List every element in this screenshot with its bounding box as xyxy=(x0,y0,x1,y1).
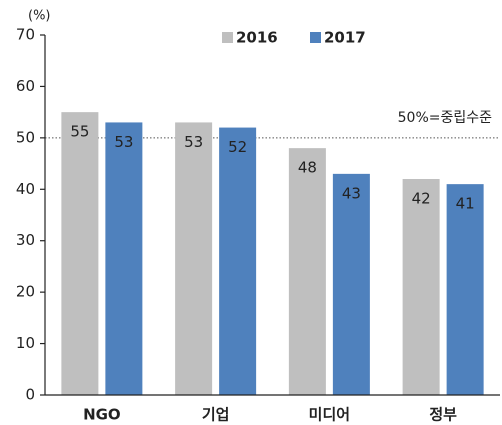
bar xyxy=(402,179,440,395)
bar xyxy=(288,148,326,395)
y-tick-label: 50 xyxy=(16,128,35,146)
annotation: 50%=중립수준 xyxy=(398,110,492,126)
legend-swatch xyxy=(310,32,321,43)
bar xyxy=(219,127,257,396)
bar xyxy=(446,184,484,395)
bar xyxy=(105,122,143,395)
y-tick-label: 40 xyxy=(16,180,35,198)
bar xyxy=(332,173,370,395)
x-tick-label: NGO xyxy=(83,406,121,424)
data-label: 53 xyxy=(184,133,203,151)
y-tick-label: 10 xyxy=(16,334,35,352)
x-tick-label: 정부 xyxy=(429,406,457,424)
data-label: 48 xyxy=(298,159,317,177)
y-tick-label: 20 xyxy=(16,283,35,301)
data-label: 55 xyxy=(70,123,89,141)
data-label: 43 xyxy=(342,184,361,202)
y-tick-label: 60 xyxy=(16,77,35,95)
data-label: 42 xyxy=(412,190,431,208)
x-tick-label: 미디어 xyxy=(309,406,350,424)
bar xyxy=(175,122,213,395)
legend-label: 2016 xyxy=(236,29,278,47)
legend-swatch xyxy=(222,32,233,43)
y-tick-label: 0 xyxy=(25,386,35,404)
data-label: 52 xyxy=(228,138,247,156)
x-tick-label: 기업 xyxy=(202,406,230,424)
legend-label: 2017 xyxy=(324,29,366,47)
data-label: 53 xyxy=(114,133,133,151)
bar xyxy=(61,112,99,396)
y-tick-label: 70 xyxy=(16,26,35,44)
y-tick-label: 30 xyxy=(16,231,35,249)
y-axis-label: (%) xyxy=(28,9,51,24)
data-label: 41 xyxy=(456,195,475,213)
